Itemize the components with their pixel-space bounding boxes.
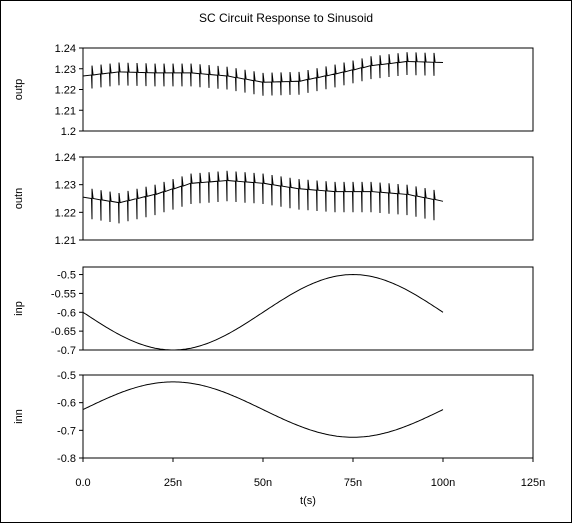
y-tick-label-inp: -0.5 — [57, 270, 76, 282]
plot-box-inp — [82, 266, 534, 351]
x-tick-label: 75n — [344, 477, 362, 489]
y-tick-label-inp: -0.65 — [51, 326, 76, 338]
y-tick-label-outn: 1.24 — [55, 152, 76, 164]
panel-outn: 1.21 1.22 1.23 1.24 outn — [13, 152, 534, 247]
x-tick-label: 100n — [431, 477, 455, 489]
plot-box-outn — [82, 156, 534, 241]
x-axis: 0.0 25n 50n 75n 100n 125n — [75, 458, 545, 489]
x-tick-label: 50n — [254, 477, 272, 489]
y-tick-label-outn: 1.21 — [55, 235, 76, 247]
y-tick-label-inn: -0.7 — [57, 425, 76, 437]
y-axis-label-inp: inp — [13, 301, 25, 316]
y-tick-label-inn: -0.6 — [57, 398, 76, 410]
chart-title: SC Circuit Response to Sinusoid — [199, 11, 373, 25]
y-axis-label-outp: outp — [13, 79, 25, 100]
series-line-inp — [82, 273, 444, 351]
y-axis-label-inn: inn — [13, 409, 25, 424]
plot-panels: 1.2 1.21 1.22 1.23 1.24 outp 1.21 1.22 1.23 1.24 o… — [13, 43, 534, 465]
y-tick-label-inn: -0.8 — [57, 453, 76, 465]
y-tick-label-outp: 1.23 — [55, 64, 76, 76]
x-tick-label: 0.0 — [75, 477, 90, 489]
y-tick-label-inp: -0.7 — [57, 345, 76, 357]
series-line-outn — [82, 170, 444, 224]
x-axis-label: t(s) — [300, 495, 316, 507]
panel-outp: 1.2 1.21 1.22 1.23 1.24 outp — [13, 43, 534, 138]
plot-box-inn — [82, 374, 534, 459]
y-tick-label-outp: 1.2 — [61, 126, 76, 138]
y-tick-label-outp: 1.21 — [55, 105, 76, 117]
panel-inp: -0.7 -0.65 -0.6 -0.55 -0.5 inp — [13, 266, 534, 357]
panel-inn: -0.8 -0.7 -0.6 -0.5 inn — [13, 370, 534, 465]
y-tick-label-outn: 1.22 — [55, 207, 76, 219]
x-tick-label: 25n — [164, 477, 182, 489]
y-tick-label-inp: -0.6 — [57, 307, 76, 319]
series-line-inn — [82, 381, 444, 438]
y-tick-label-inp: -0.55 — [51, 288, 76, 300]
y-tick-label-outp: 1.24 — [55, 43, 76, 55]
y-tick-label-inn: -0.5 — [57, 370, 76, 382]
x-tick-label: 125n — [521, 477, 545, 489]
y-tick-label-outn: 1.23 — [55, 180, 76, 192]
series-line-outp — [82, 52, 444, 96]
y-tick-label-outp: 1.22 — [55, 85, 76, 97]
y-axis-label-outn: outn — [13, 188, 25, 209]
